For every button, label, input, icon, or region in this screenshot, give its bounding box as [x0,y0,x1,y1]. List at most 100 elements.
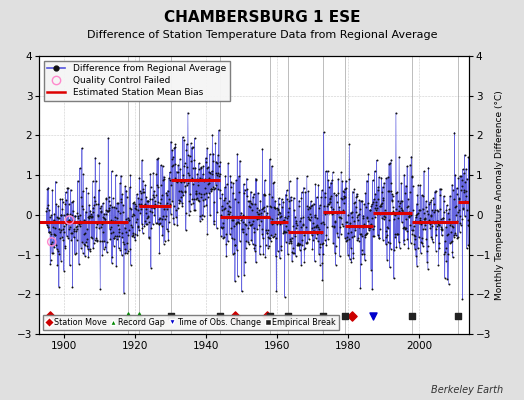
Point [159,240,168,247]
Point [249,225,258,232]
Point [85,202,93,208]
Point [90,202,98,208]
Point [419,243,427,249]
Point [47,231,55,238]
Point [199,196,207,203]
Point [447,228,455,235]
Point [392,231,401,238]
Point [130,205,139,212]
Point [201,196,209,202]
Point [258,235,267,242]
Point [134,195,143,201]
Point [313,215,322,222]
Point [156,200,165,206]
Point [213,209,222,216]
Point [182,210,190,216]
Point [157,182,166,188]
Point [308,232,316,238]
Point [149,192,157,198]
Point [402,182,410,189]
Point [455,195,463,201]
Point [94,218,103,225]
Point [316,220,325,226]
Point [238,226,246,232]
Point [107,230,115,236]
Point [195,166,203,172]
Point [58,234,66,240]
Point [380,180,388,186]
Point [375,174,383,180]
Point [411,214,420,220]
Point [69,198,78,204]
Point [49,250,58,256]
Point [176,178,184,184]
Point [189,165,197,171]
Point [189,181,198,187]
Point [319,313,328,319]
Point [279,198,287,205]
Point [260,177,269,184]
Point [299,214,308,220]
Point [378,189,387,195]
Point [444,281,453,288]
Point [338,178,346,184]
Point [437,216,445,222]
Point [378,215,386,222]
Point [95,205,104,212]
Point [363,178,371,184]
Point [177,194,185,200]
Point [119,239,127,246]
Point [341,186,349,192]
Point [89,178,97,184]
Point [169,154,177,160]
Point [421,226,429,232]
Point [268,163,276,169]
Point [443,231,451,238]
Point [134,223,142,230]
Point [260,203,268,210]
Point [253,216,261,222]
Point [87,234,95,240]
Point [194,189,203,196]
Point [396,244,404,251]
Point [398,207,406,214]
Point [373,211,381,217]
Point [222,230,230,237]
Point [455,228,464,235]
Point [57,227,66,234]
Point [372,191,380,197]
Point [285,226,293,233]
Point [130,212,138,218]
Point [209,150,217,157]
Point [459,206,467,212]
Point [192,187,200,194]
Point [122,228,130,235]
Point [232,221,240,227]
Point [397,205,405,211]
Point [176,166,184,172]
Point [456,173,464,179]
Point [231,242,239,248]
Point [428,235,436,242]
Point [408,313,417,319]
Point [443,276,452,282]
Point [320,221,329,227]
Point [326,180,335,186]
Point [230,223,238,229]
Point [188,196,196,202]
Point [305,204,314,210]
Point [181,183,190,189]
Point [322,242,331,248]
Point [307,198,315,204]
Point [180,163,189,170]
Point [123,218,132,225]
Point [313,230,321,237]
Point [253,226,261,232]
Point [407,153,416,160]
Point [100,238,108,244]
Point [105,198,113,204]
Point [462,188,471,194]
Point [344,252,352,258]
Point [331,262,340,268]
Point [365,207,374,213]
